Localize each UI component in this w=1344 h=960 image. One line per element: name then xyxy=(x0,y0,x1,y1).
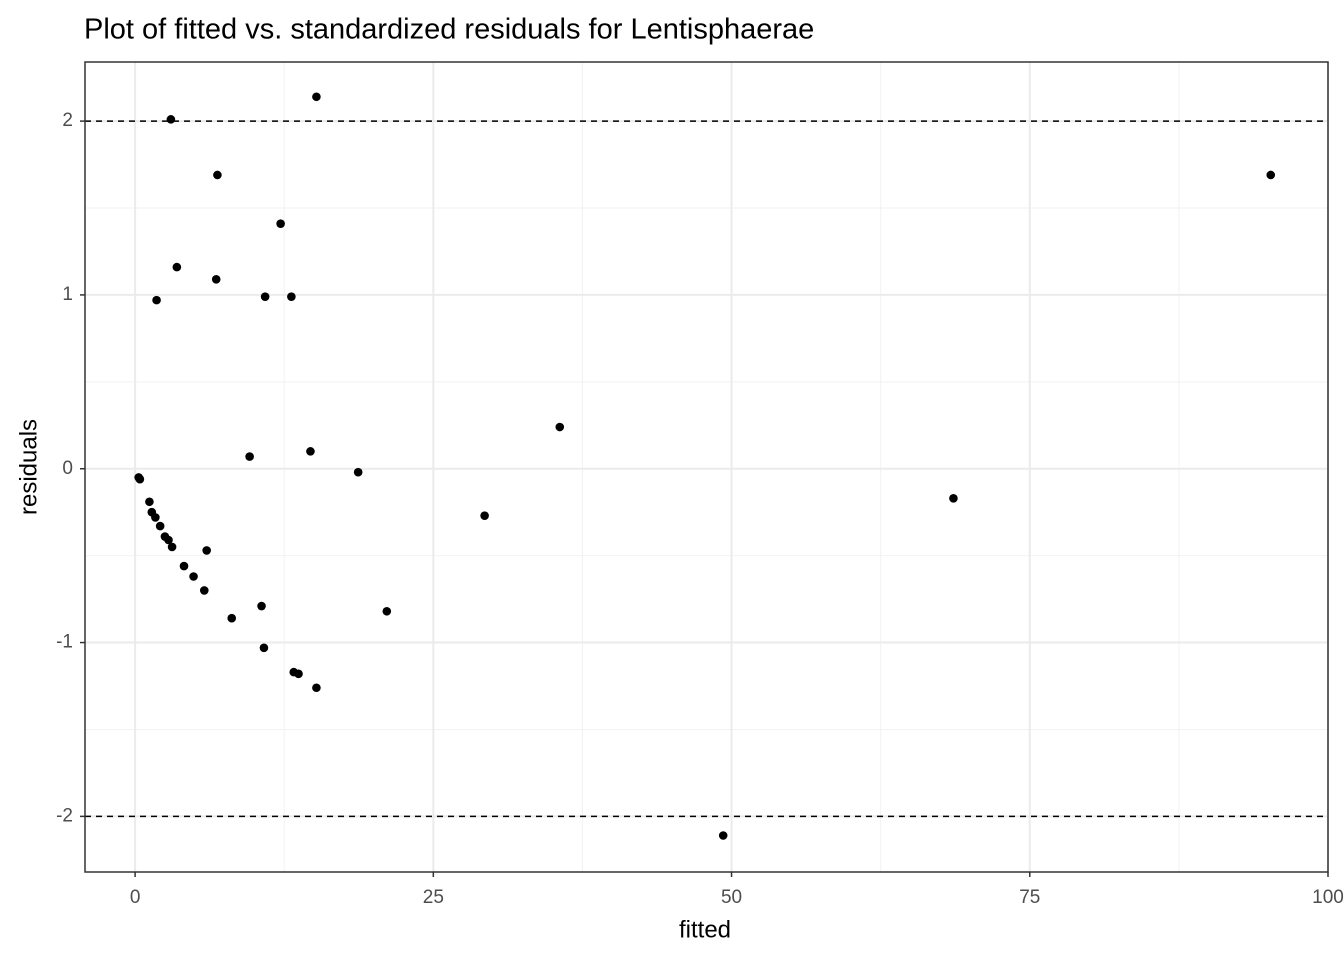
point xyxy=(353,467,363,477)
point xyxy=(199,586,209,595)
point xyxy=(949,493,958,503)
y-tick-label: -1 xyxy=(56,632,73,653)
y-tick-label: 2 xyxy=(62,110,73,131)
point xyxy=(1266,170,1276,180)
point xyxy=(155,521,165,531)
point xyxy=(164,535,173,545)
chart-title: Plot of fitted vs. standardized residual… xyxy=(84,14,814,46)
point xyxy=(257,601,266,611)
point xyxy=(312,92,321,102)
point xyxy=(167,542,177,552)
point xyxy=(151,513,160,522)
point xyxy=(135,474,145,484)
point xyxy=(260,292,270,301)
y-axis-title: residuals xyxy=(15,419,42,515)
point xyxy=(145,497,154,507)
point xyxy=(179,561,189,571)
point xyxy=(294,669,303,679)
x-tick-label: 0 xyxy=(130,887,141,908)
point xyxy=(287,292,296,301)
point xyxy=(213,170,222,180)
point xyxy=(211,274,221,284)
x-tick-label: 100 xyxy=(1312,887,1344,908)
point xyxy=(202,546,211,555)
x-tick-label: 25 xyxy=(423,887,444,908)
point xyxy=(306,447,315,456)
y-tick-label: 1 xyxy=(62,284,73,305)
point xyxy=(555,422,565,432)
point xyxy=(718,831,728,840)
x-tick-label: 50 xyxy=(721,887,742,908)
point xyxy=(166,115,176,124)
x-axis-title: fitted xyxy=(679,916,731,943)
point xyxy=(172,262,182,272)
point xyxy=(227,613,237,623)
point xyxy=(152,295,161,305)
point xyxy=(259,643,269,653)
point xyxy=(245,452,254,461)
point xyxy=(312,683,321,693)
y-tick-label: -2 xyxy=(56,805,73,826)
point xyxy=(480,511,489,520)
point xyxy=(189,572,198,581)
point xyxy=(382,606,392,616)
x-tick-label: 75 xyxy=(1019,887,1040,908)
y-tick-label: 0 xyxy=(62,458,73,479)
panel-border xyxy=(84,61,1329,873)
point xyxy=(276,219,285,228)
